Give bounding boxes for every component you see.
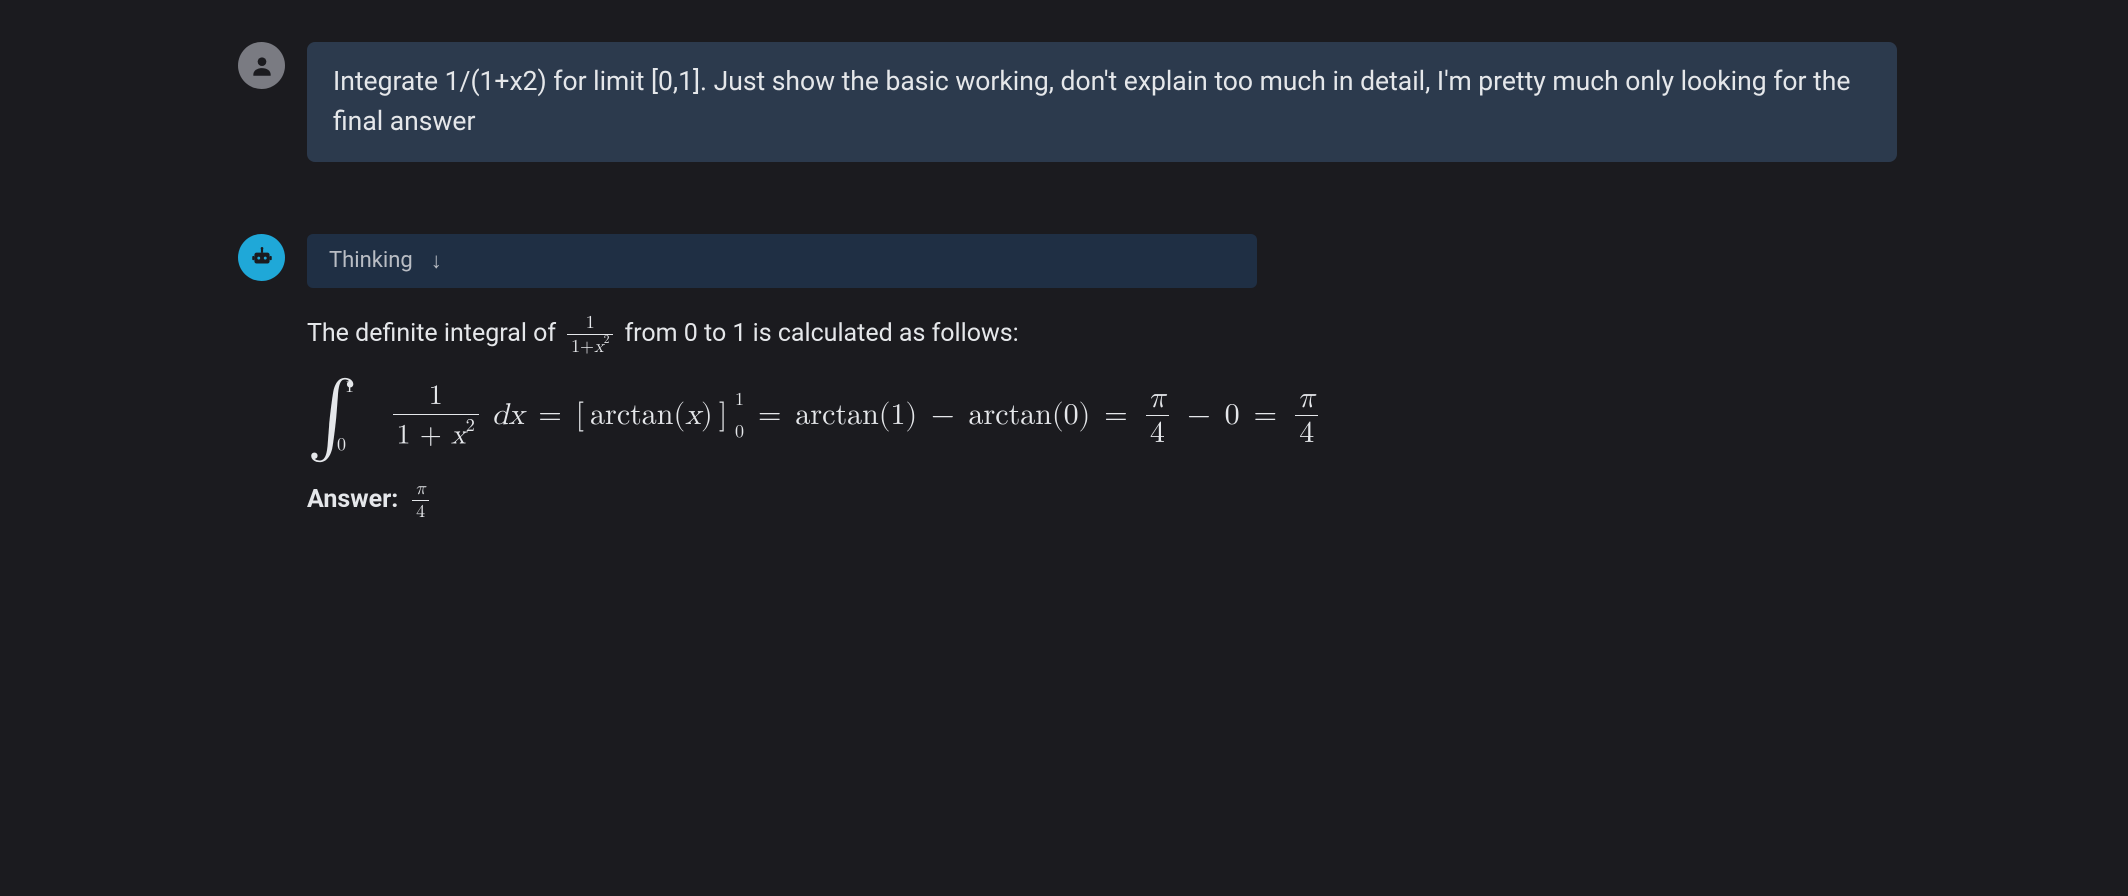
minus1: − [1187, 392, 1210, 439]
zero: 0 [1225, 392, 1240, 439]
answer-value: π 4 [408, 480, 433, 521]
chat-thread: Integrate 1/(1+x2) for limit [0,1]. Just… [238, 42, 1918, 593]
bracket-open: [ [576, 392, 584, 439]
user-message-text: Integrate 1/(1+x2) for limit [0,1]. Just… [333, 66, 1850, 137]
eval-lower: 0 [735, 423, 744, 441]
eq0: = [538, 392, 561, 439]
inline-fraction: 1 1+x2 [564, 314, 616, 356]
minus0: − [931, 392, 954, 439]
inline-frac-num: 1 [582, 314, 599, 334]
integrand-num: 1 [425, 382, 447, 414]
robot-icon [249, 244, 275, 270]
answer-label: Answer: [307, 481, 398, 520]
eval-upper: 1 [735, 391, 744, 409]
integrand-den: 1 + x2 [393, 414, 479, 449]
integral-symbol: ∫ 1 0 [307, 378, 360, 454]
thinking-toggle[interactable]: Thinking ↓ [307, 234, 1257, 288]
integral-lower: 0 [337, 432, 346, 460]
pi4-a: π 4 [1145, 383, 1171, 448]
user-message: Integrate 1/(1+x2) for limit [0,1]. Just… [238, 42, 1918, 162]
intro-line: The definite integral of 1 1+x2 from 0 t… [307, 314, 1897, 356]
integral-upper: 1 [345, 374, 354, 402]
eq3: = [1254, 392, 1277, 439]
bot-answer-body: The definite integral of 1 1+x2 from 0 t… [307, 314, 1897, 521]
user-bubble: Integrate 1/(1+x2) for limit [0,1]. Just… [307, 42, 1897, 162]
user-avatar [238, 42, 285, 89]
integrand-fraction: 1 1 + x2 [393, 382, 479, 449]
eq1: = [758, 392, 781, 439]
inline-frac-den: 1+x2 [567, 334, 613, 356]
chevron-down-icon: ↓ [431, 248, 442, 274]
pi4-b: π 4 [1294, 383, 1320, 448]
bracket-close: ] [719, 392, 727, 439]
bot-message: Thinking ↓ The definite integral of 1 1+… [238, 234, 1918, 521]
arctan-1: arctan(1) [795, 392, 917, 439]
bot-content: Thinking ↓ The definite integral of 1 1+… [307, 234, 1897, 521]
arctan-0: arctan(0) [969, 392, 1091, 439]
intro-prefix: The definite integral of [307, 315, 556, 354]
thinking-label: Thinking [329, 248, 413, 273]
eq2: = [1104, 392, 1127, 439]
person-icon [249, 53, 275, 79]
dx: dx [492, 392, 525, 439]
eval-bounds: 1 0 [735, 391, 744, 441]
final-answer-line: Answer: π 4 [307, 480, 1897, 521]
bot-avatar [238, 234, 285, 281]
display-equation: ∫ 1 0 1 1 + x2 dx = [a [307, 378, 1897, 454]
intro-suffix: from 0 to 1 is calculated as follows: [624, 315, 1018, 354]
arctan-x: arctan(x) [590, 392, 713, 439]
chat-page: Integrate 1/(1+x2) for limit [0,1]. Just… [0, 0, 2128, 896]
